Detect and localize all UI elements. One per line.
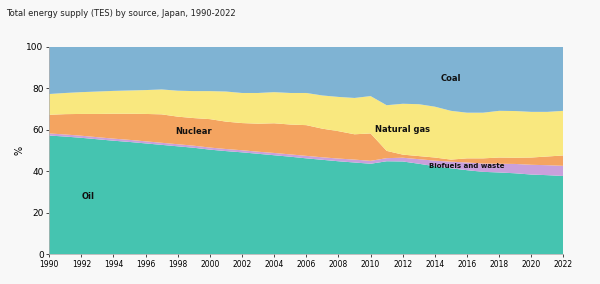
Text: Nuclear: Nuclear bbox=[176, 128, 212, 136]
Text: Coal: Coal bbox=[440, 74, 461, 83]
Text: Biofuels and waste: Biofuels and waste bbox=[429, 163, 505, 169]
Text: Oil: Oil bbox=[82, 192, 94, 201]
Y-axis label: %: % bbox=[15, 146, 25, 155]
Text: Natural gas: Natural gas bbox=[375, 125, 430, 134]
Text: Total energy supply (TES) by source, Japan, 1990-2022: Total energy supply (TES) by source, Jap… bbox=[6, 9, 236, 18]
